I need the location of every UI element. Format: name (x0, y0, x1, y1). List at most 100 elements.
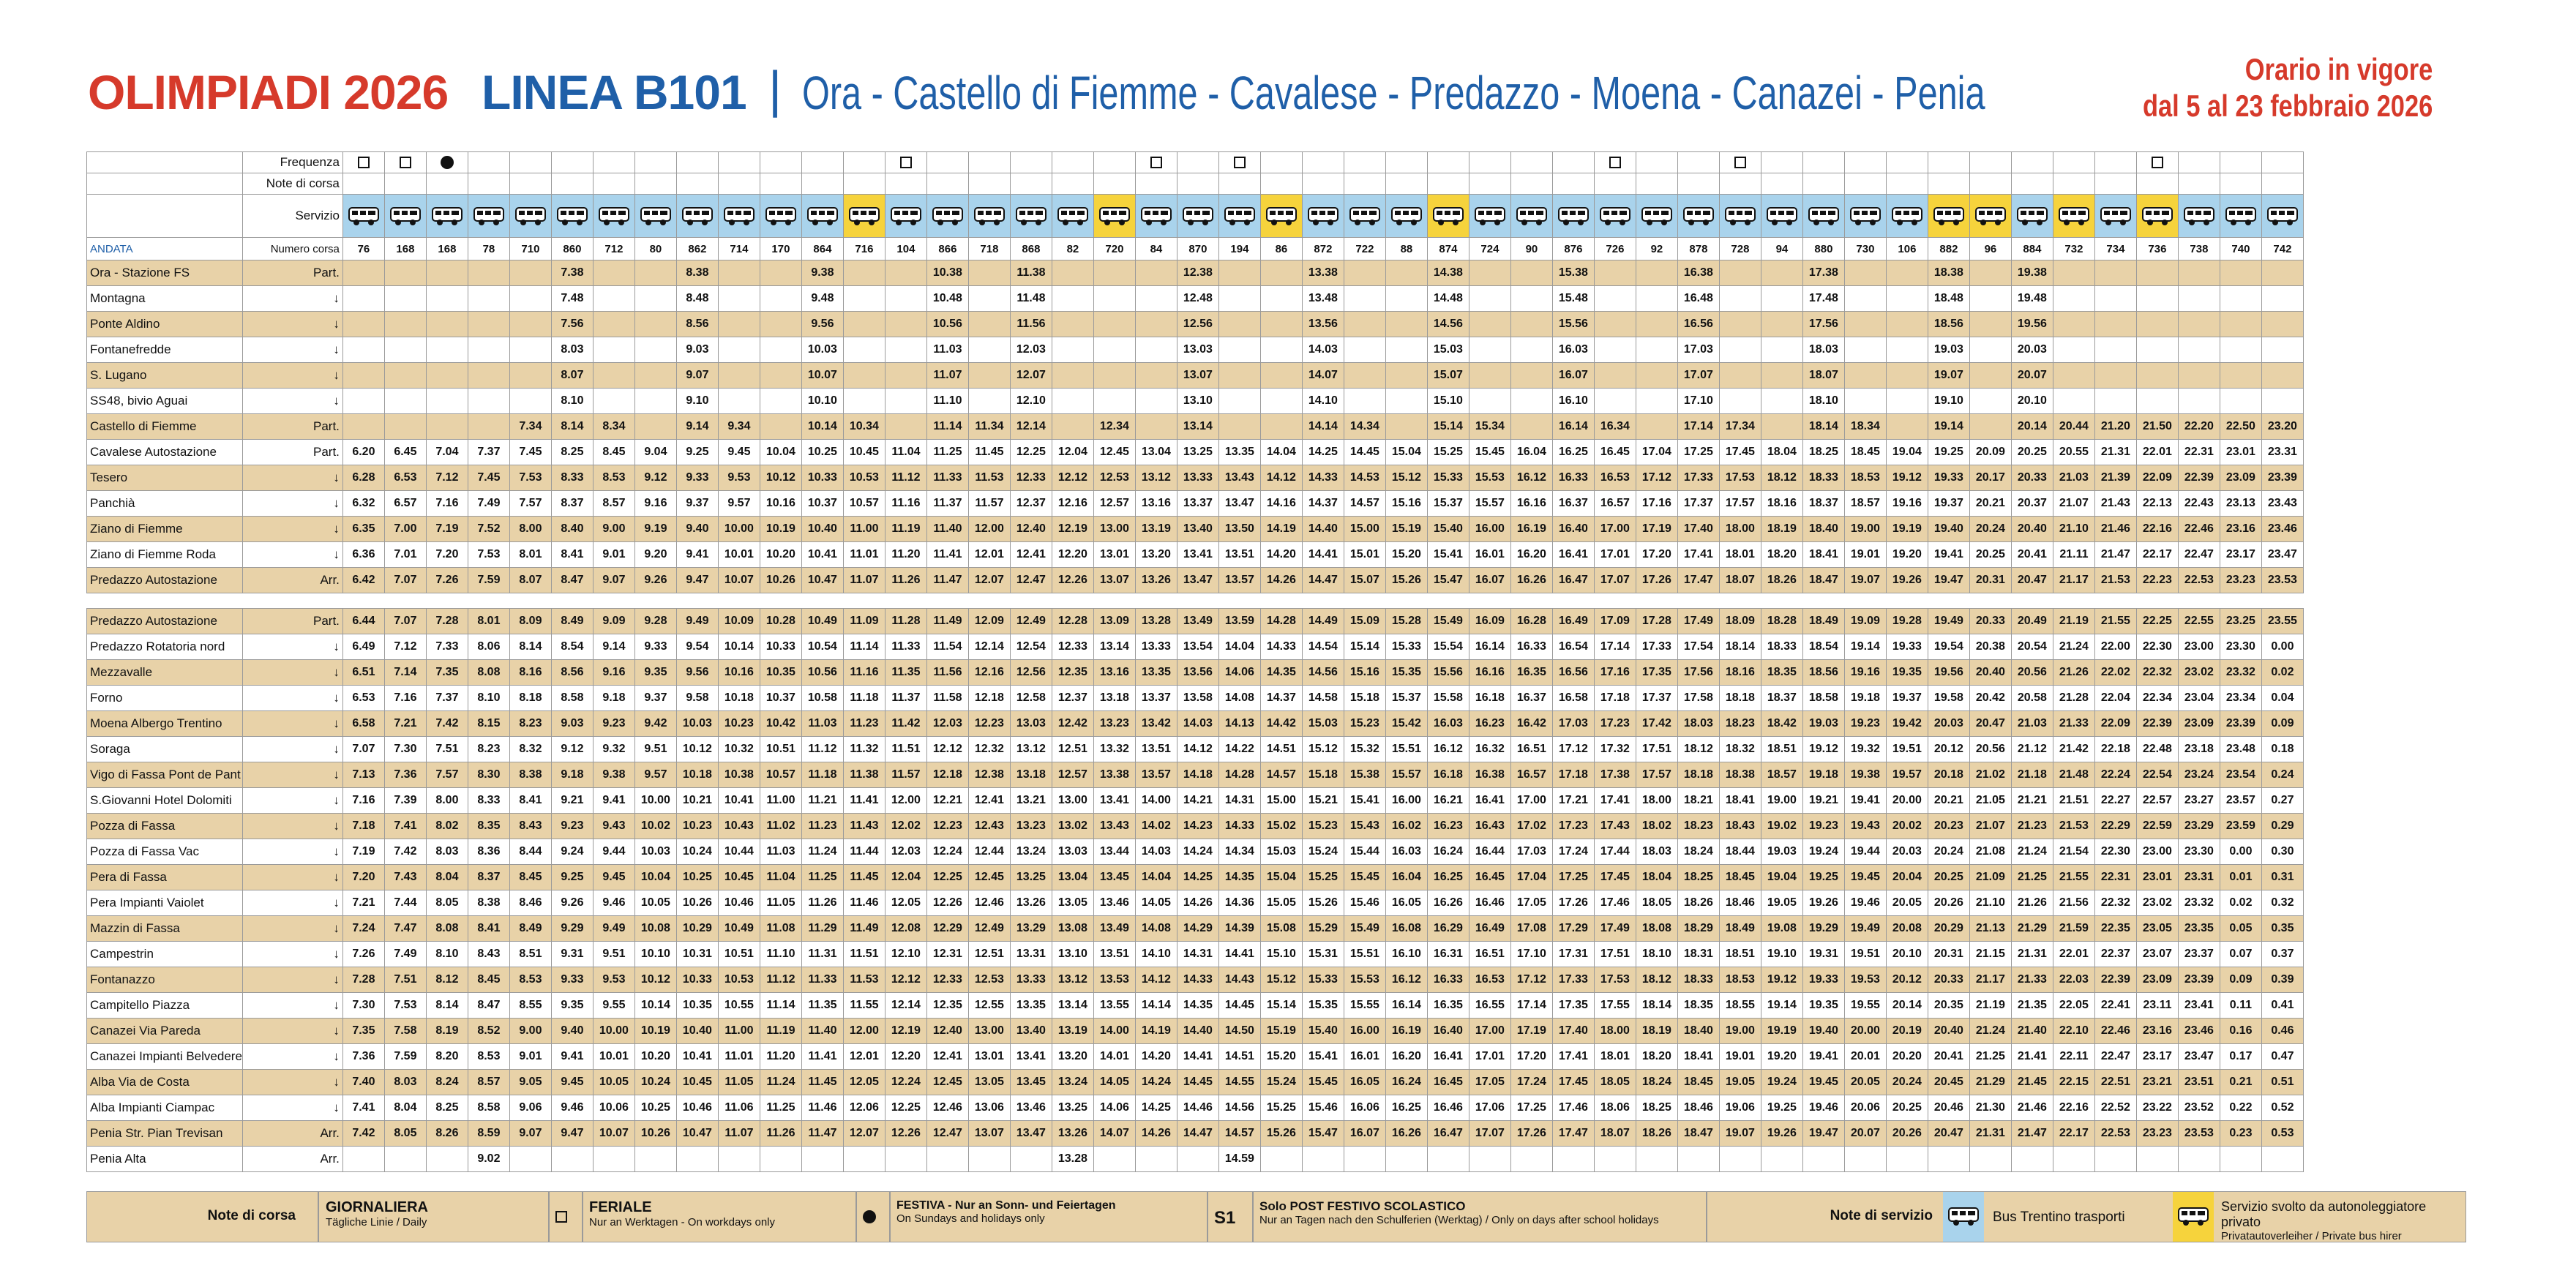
time-cell: 13.47 (1176, 567, 1219, 593)
trentino-bus-icon (2266, 207, 2298, 225)
time-cell: 19.03 (1760, 839, 1803, 865)
time-cell: 13.04 (1051, 864, 1094, 890)
time-cell (1468, 260, 1511, 286)
corsa-number: 716 (842, 237, 886, 260)
time-cell: 17.12 (1510, 967, 1553, 993)
time-cell (717, 337, 760, 363)
time-cell: 10.25 (634, 1095, 677, 1121)
time-cell: 23.11 (2135, 992, 2179, 1019)
time-cell: 15.41 (1301, 1043, 1344, 1070)
time-cell: 17.08 (1510, 915, 1553, 942)
note-label: Note di corsa (242, 173, 343, 195)
time-cell: 15.51 (1343, 941, 1386, 967)
time-cell: 8.41 (550, 541, 594, 568)
time-cell: 11.51 (842, 941, 886, 967)
time-cell: 7.53 (383, 992, 427, 1019)
time-cell: 14.10 (1301, 388, 1344, 414)
time-cell: 11.12 (759, 967, 802, 993)
time-cell: 8.32 (509, 736, 552, 762)
time-cell: 6.45 (383, 439, 427, 465)
note-cell (1677, 173, 1720, 195)
trentino-bus-icon (1891, 207, 1922, 225)
stop-name: SS48, bivio Aguai (86, 388, 243, 414)
time-cell: 17.12 (1551, 736, 1595, 762)
time-cell: 13.35 (1009, 992, 1052, 1019)
time-cell (2010, 1146, 2053, 1172)
time-cell: 10.14 (634, 992, 677, 1019)
time-cell: 17.00 (1510, 787, 1553, 814)
time-cell: 12.31 (926, 941, 969, 967)
time-cell: 19.23 (1843, 710, 1887, 737)
time-cell: 18.57 (1843, 490, 1887, 517)
time-cell: 18.05 (1635, 890, 1678, 916)
time-cell: 14.25 (1176, 864, 1219, 890)
time-cell (467, 285, 510, 312)
stop-label: ↓ (242, 967, 343, 993)
time-cell: 13.10 (1051, 941, 1094, 967)
time-cell: 19.44 (1843, 839, 1887, 865)
time-cell: 20.26 (1927, 890, 1970, 916)
time-cell: 9.41 (592, 787, 635, 814)
time-cell (1677, 1146, 1720, 1172)
time-cell (1969, 285, 2012, 312)
time-cell: 12.35 (926, 992, 969, 1019)
time-cell: 21.09 (1969, 864, 2012, 890)
corsa-number: 736 (2135, 237, 2179, 260)
time-cell: 7.37 (425, 685, 468, 711)
time-cell: 17.26 (1635, 567, 1678, 593)
time-cell: 9.47 (550, 1120, 594, 1147)
time-cell (2052, 285, 2095, 312)
time-cell: 8.49 (509, 915, 552, 942)
time-cell: 17.20 (1635, 541, 1678, 568)
time-cell: 11.25 (801, 864, 844, 890)
time-cell: 0.07 (2219, 941, 2262, 967)
time-cell (1760, 362, 1803, 389)
time-cell: 19.10 (1927, 388, 1970, 414)
stop-label: ↓ (242, 685, 343, 711)
time-cell: 8.47 (550, 567, 594, 593)
time-cell: 9.33 (675, 465, 719, 491)
time-cell (425, 311, 468, 337)
time-cell (2261, 285, 2304, 312)
frequency-cell (2094, 151, 2137, 173)
trentino-bus-icon (348, 207, 379, 225)
frequency-cell (1343, 151, 1386, 173)
time-cell: 10.33 (675, 967, 719, 993)
time-cell: 15.08 (1259, 915, 1303, 942)
time-cell: 12.32 (967, 736, 1011, 762)
time-cell (1385, 285, 1428, 312)
feriale-square-icon (1233, 156, 1246, 168)
time-cell: 15.47 (1301, 1120, 1344, 1147)
time-cell: 22.02 (2094, 659, 2137, 686)
time-cell: 13.33 (1134, 634, 1177, 660)
time-cell: 10.41 (801, 541, 844, 568)
stop-label: ↓ (242, 1095, 343, 1121)
time-cell: 13.38 (1301, 260, 1344, 286)
time-cell: 11.26 (801, 890, 844, 916)
time-cell: 16.49 (1551, 608, 1595, 634)
time-cell: 23.05 (2135, 915, 2179, 942)
time-cell: 9.47 (675, 567, 719, 593)
time-cell: 11.00 (842, 516, 886, 542)
time-cell: 19.37 (1885, 685, 1928, 711)
time-cell (1093, 260, 1136, 286)
time-cell: 22.18 (2094, 736, 2137, 762)
time-cell: 15.24 (1301, 839, 1344, 865)
time-cell: 7.41 (383, 813, 427, 839)
time-cell (1510, 337, 1553, 363)
time-cell (1218, 285, 1261, 312)
time-cell: 14.33 (1176, 967, 1219, 993)
legend-festiva-title: FESTIVA - Nur an Sonn- und Feiertagen (896, 1199, 1116, 1212)
trentino-bus-icon (1057, 207, 1088, 225)
time-cell: 12.21 (926, 787, 969, 814)
time-cell: 13.09 (1093, 608, 1136, 634)
stop-label: ↓ (242, 1043, 343, 1070)
corsa-number: 728 (1718, 237, 1761, 260)
time-cell (1885, 388, 1928, 414)
service-cell (926, 194, 969, 238)
time-cell: 17.51 (1635, 736, 1678, 762)
time-cell: 14.10 (1134, 941, 1177, 967)
time-cell (1635, 260, 1678, 286)
time-cell: 8.43 (509, 813, 552, 839)
time-cell: 15.23 (1301, 813, 1344, 839)
